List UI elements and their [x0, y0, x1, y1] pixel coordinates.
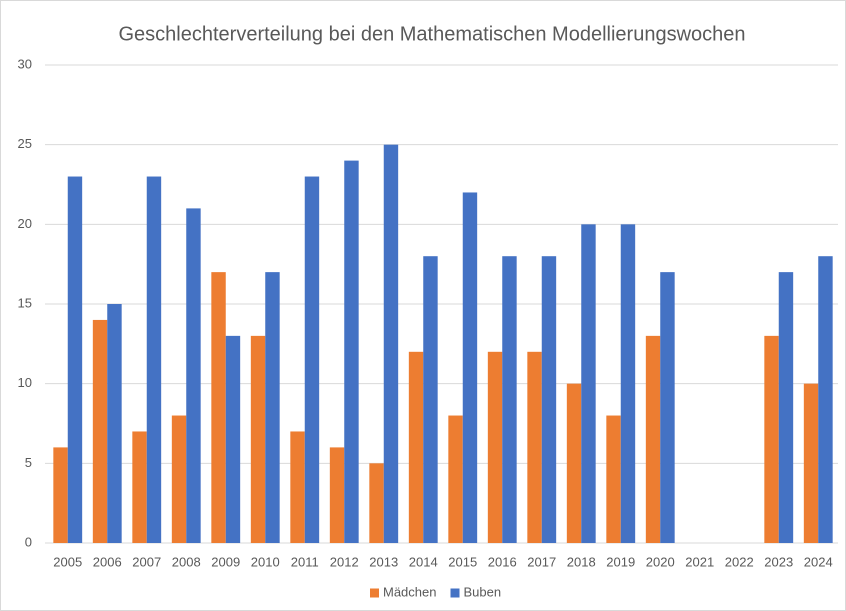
x-tick-label: 2024	[804, 554, 833, 569]
x-tick-label: 2011	[291, 554, 319, 569]
bar	[329, 447, 345, 543]
x-tick-label: 2018	[567, 554, 596, 569]
y-tick-label: 25	[18, 136, 32, 151]
bar	[92, 319, 108, 543]
bar	[803, 383, 819, 543]
bar	[132, 431, 147, 543]
x-tick-label: 2014	[409, 554, 438, 569]
bar	[304, 176, 320, 544]
y-tick-label: 20	[18, 216, 32, 231]
bar	[541, 256, 557, 543]
bar	[186, 208, 201, 543]
legend-swatch	[450, 588, 460, 598]
bar	[778, 272, 794, 543]
y-tick-label: 10	[18, 375, 32, 390]
x-tick-label: 2007	[132, 554, 161, 569]
x-tick-label: 2019	[606, 554, 635, 569]
x-tick-label: 2005	[53, 554, 82, 569]
x-tick-label: 2010	[251, 554, 280, 569]
x-tick-label: 2015	[448, 554, 477, 569]
bar	[171, 415, 187, 543]
bar	[566, 383, 582, 543]
chart-title: Geschlechterverteilung bei den Mathemati…	[118, 23, 745, 45]
bar	[660, 272, 675, 543]
bar	[265, 272, 280, 543]
bar	[487, 351, 503, 543]
bar	[606, 415, 621, 543]
x-tick-label: 2012	[330, 554, 359, 569]
bar	[462, 192, 478, 543]
bar	[581, 224, 596, 544]
y-tick-label: 15	[18, 295, 32, 310]
bar	[369, 463, 384, 543]
legend-label: Buben	[464, 584, 502, 599]
bar	[620, 224, 636, 544]
x-tick-label: 2006	[93, 554, 122, 569]
bar	[408, 351, 424, 543]
bar	[250, 335, 266, 543]
x-tick-label: 2016	[488, 554, 517, 569]
bar	[448, 415, 463, 543]
y-tick-label: 30	[18, 56, 32, 71]
x-tick-label: 2023	[764, 554, 793, 569]
legend-label: Mädchen	[383, 584, 436, 599]
y-tick-label: 0	[25, 534, 32, 549]
x-tick-label: 2017	[527, 554, 556, 569]
bar	[290, 431, 305, 543]
bar	[344, 160, 359, 543]
bar	[383, 144, 399, 543]
bar	[225, 335, 241, 543]
bar	[211, 272, 226, 543]
legend-swatch	[370, 588, 379, 598]
bar	[527, 351, 542, 543]
x-tick-label: 2022	[725, 554, 754, 569]
bar	[107, 304, 122, 543]
x-tick-label: 2008	[172, 554, 201, 569]
bar	[423, 256, 438, 543]
x-tick-label: 2013	[369, 554, 398, 569]
x-tick-label: 2021	[685, 554, 714, 569]
bar	[764, 335, 779, 543]
x-tick-label: 2009	[211, 554, 240, 569]
bar	[645, 335, 661, 543]
bar	[53, 447, 68, 543]
x-tick-label: 2020	[646, 554, 675, 569]
y-tick-label: 5	[25, 455, 32, 470]
bar	[146, 176, 162, 544]
bar	[818, 256, 833, 543]
bar	[67, 176, 83, 544]
bar	[502, 256, 517, 543]
